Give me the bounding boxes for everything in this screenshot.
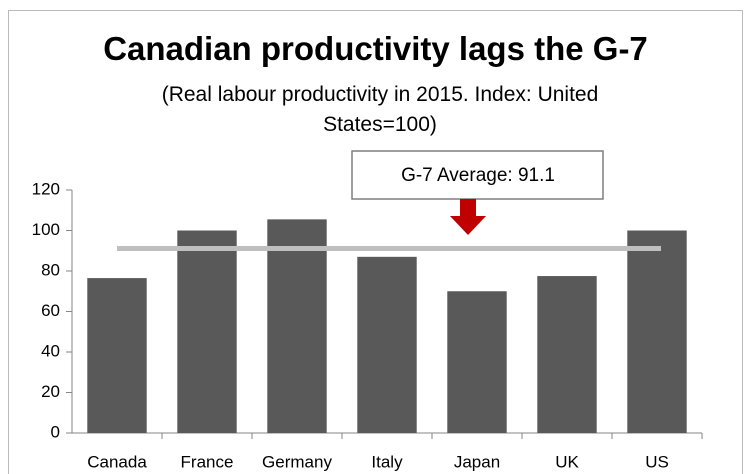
- annotation-box: [351, 150, 604, 200]
- x-tick-label: Italy: [371, 452, 403, 471]
- x-tick-label: UK: [555, 452, 579, 471]
- chart-title: Canadian productivity lags the G-7: [103, 30, 648, 67]
- x-tick-label: Germany: [262, 452, 332, 471]
- bar: [357, 256, 417, 433]
- y-tick-label: 60: [41, 301, 60, 320]
- y-tick-label: 40: [41, 341, 60, 360]
- bar: [87, 278, 147, 433]
- x-tick-label: Canada: [87, 452, 147, 471]
- x-tick-label: Japan: [454, 452, 500, 471]
- y-tick-label: 120: [32, 179, 60, 198]
- y-tick-label: 100: [32, 220, 60, 239]
- bar: [177, 230, 237, 433]
- x-tick-label: US: [645, 452, 669, 471]
- y-tick-label: 0: [51, 422, 60, 441]
- bar: [537, 276, 597, 433]
- bar: [447, 291, 507, 433]
- chart-subtitle: (Real labour productivity in 2015. Index…: [161, 83, 599, 136]
- y-tick-label: 80: [41, 260, 60, 279]
- x-tick-label: France: [181, 452, 234, 471]
- annotation-arrow: [450, 199, 486, 235]
- bar: [267, 219, 327, 433]
- y-tick-label: 20: [41, 382, 60, 401]
- bar: [627, 230, 687, 433]
- chart-frame: [8, 10, 743, 474]
- annotation: G-7 Average: 91.1: [401, 165, 555, 186]
